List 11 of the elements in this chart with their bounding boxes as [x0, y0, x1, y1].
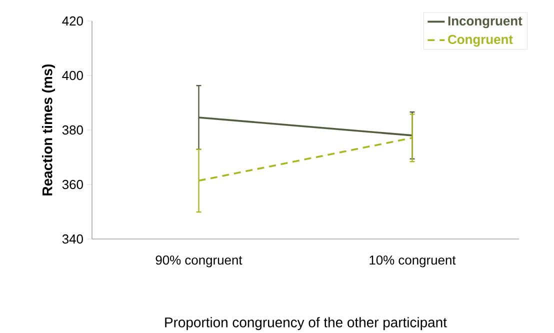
y-tick-label: 380 — [62, 125, 83, 134]
y-tick-label: 360 — [62, 180, 83, 189]
x-axis-title: Proportion congruency of the other participant — [165, 316, 447, 330]
y-tick-label: 400 — [62, 70, 83, 80]
y-axis-title: Reaction times (ms) — [42, 64, 56, 196]
y-tick-label: 340 — [62, 234, 83, 244]
x-tick-label: 10% congruent — [370, 255, 456, 268]
y-tick-label: 420 — [62, 16, 83, 26]
x-tick-label: 90% congruent — [156, 255, 242, 268]
legend-label: Congruent — [448, 34, 513, 46]
legend-label: Incongruent — [448, 16, 522, 28]
